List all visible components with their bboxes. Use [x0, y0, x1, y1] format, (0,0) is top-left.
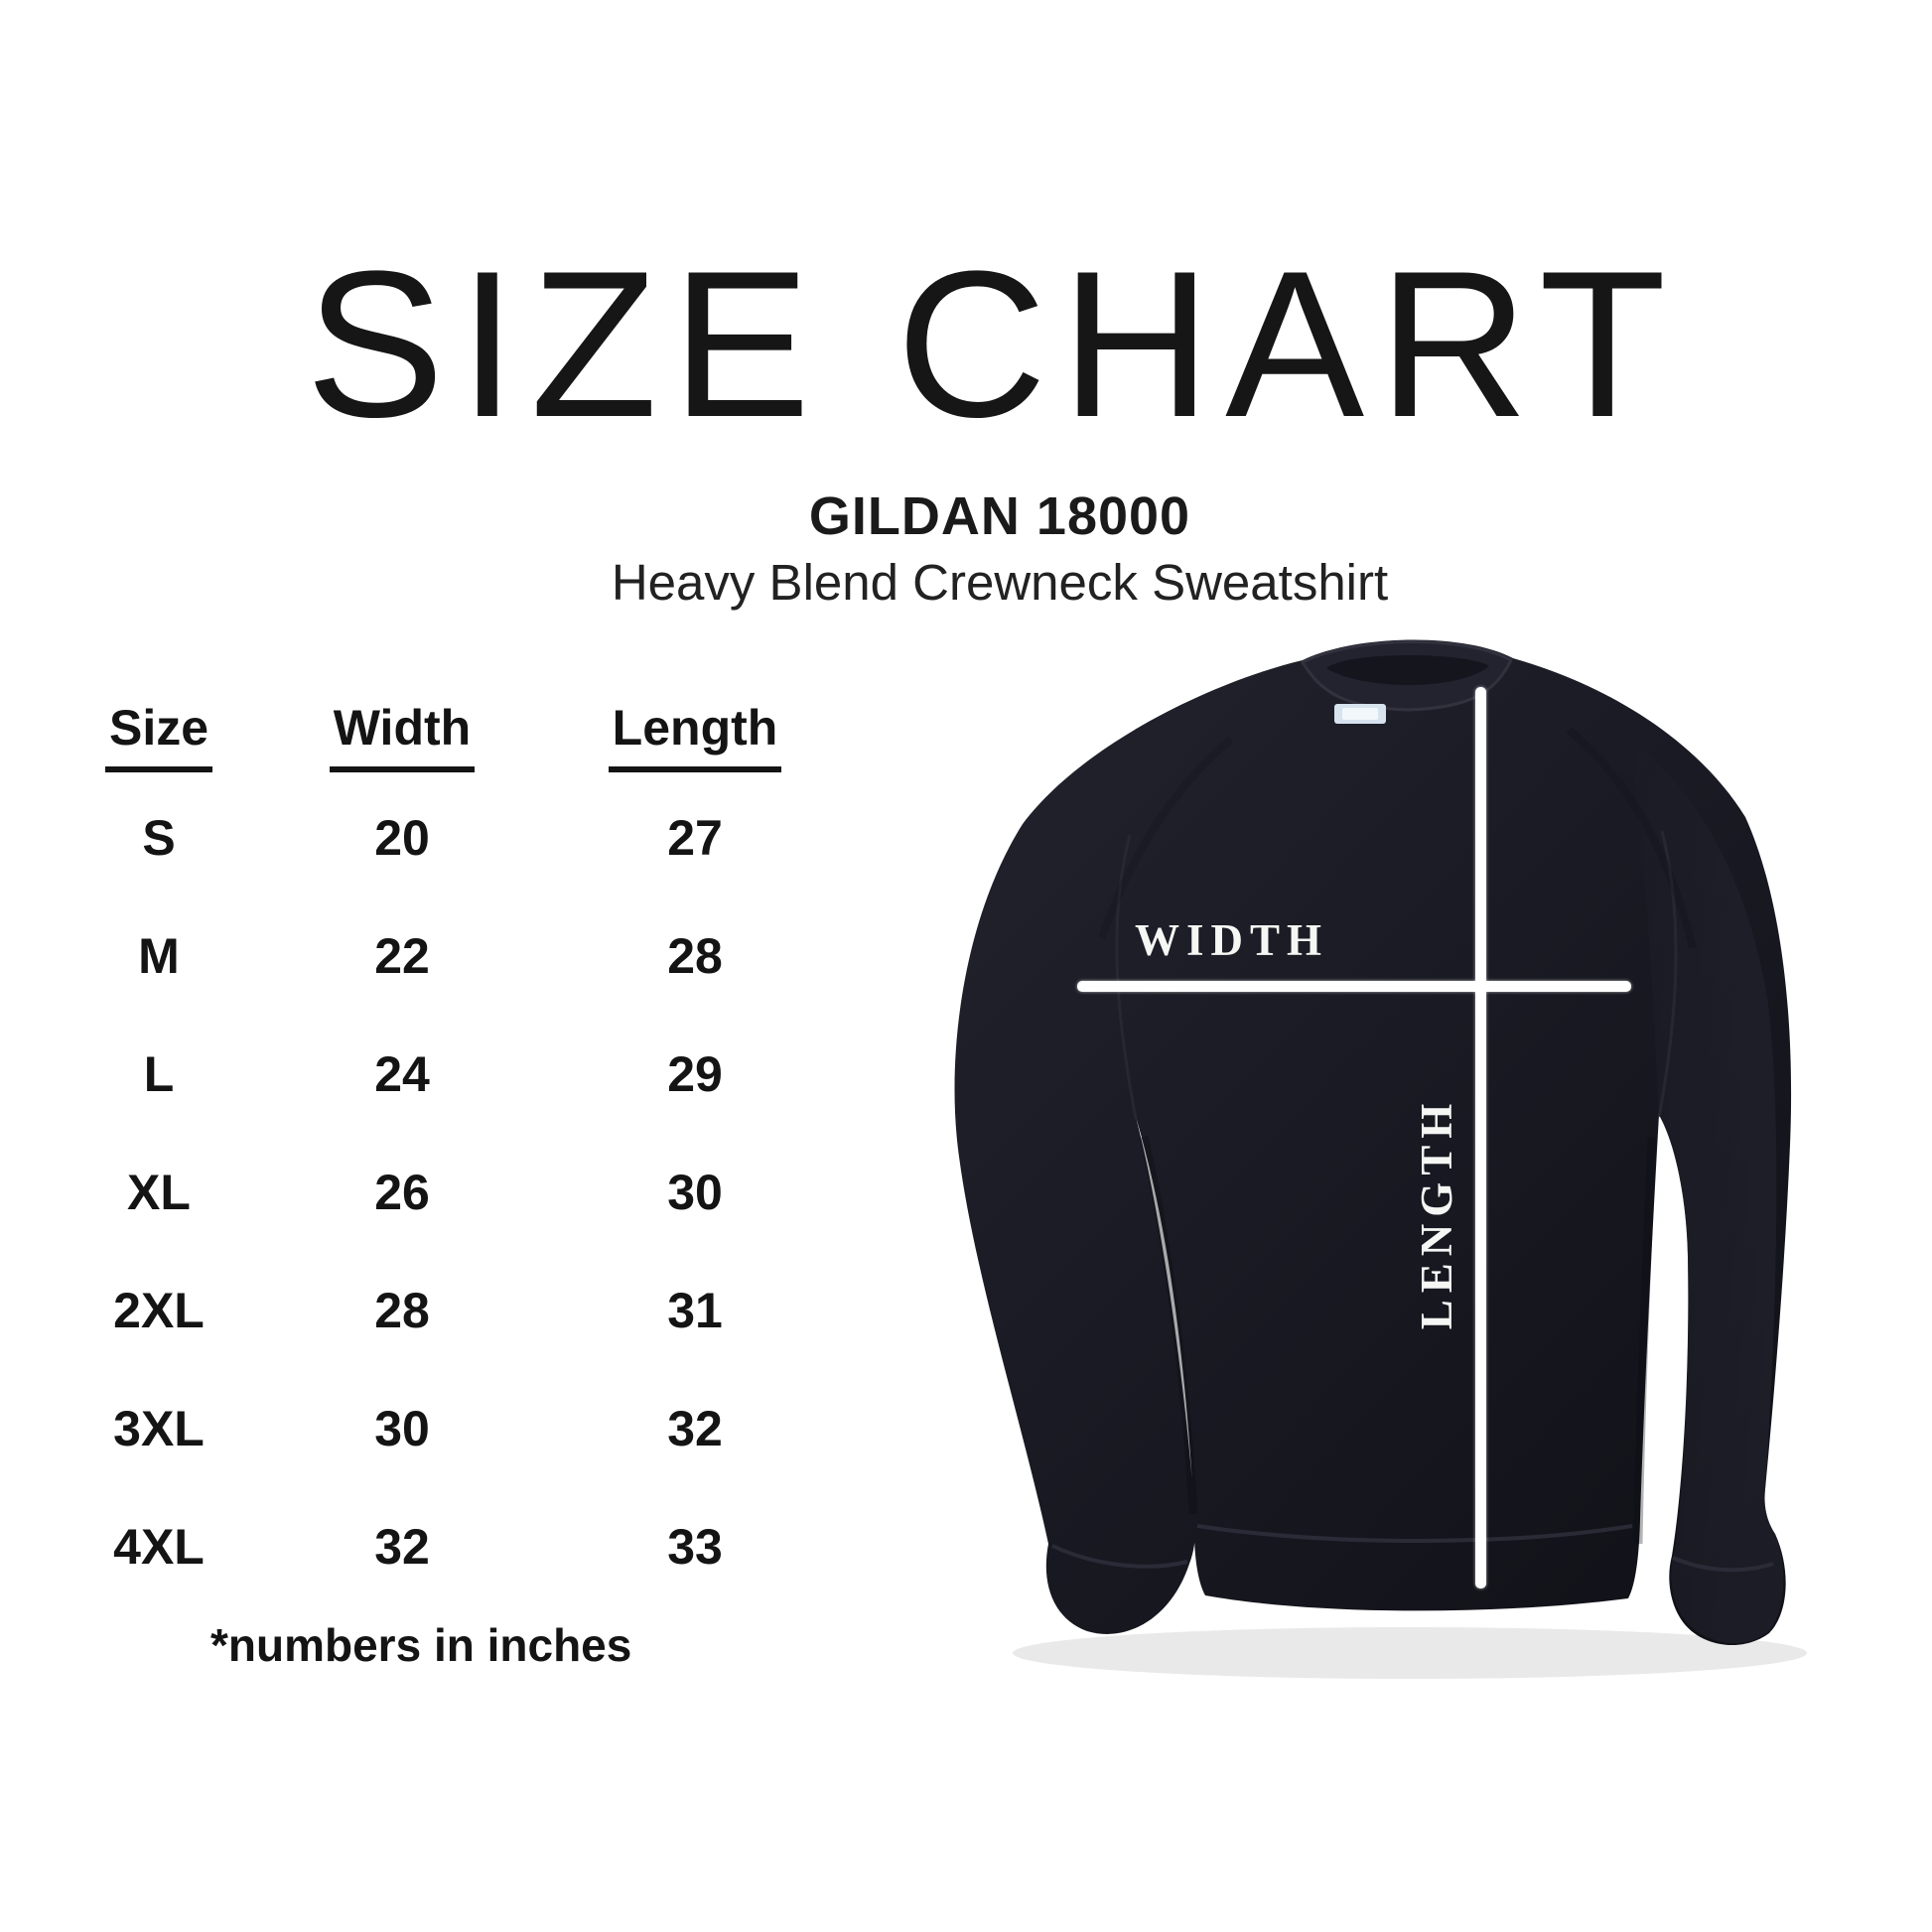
table-cell-size: M: [138, 927, 180, 984]
table-cell-length: 33: [667, 1518, 723, 1575]
table-cell-width: 24: [374, 1045, 430, 1102]
table-cell-size: 2XL: [113, 1282, 205, 1338]
table-cell-length: 27: [667, 809, 723, 866]
size-table: Size Width Length S 20 27 M 22 28 L 24 2…: [60, 693, 844, 1685]
product-description: Heavy Blend Crewneck Sweatshirt: [611, 554, 1389, 611]
width-measure-line: [1077, 981, 1631, 992]
page-title: SIZE CHART: [305, 227, 1681, 461]
neck-tag: [1334, 704, 1386, 724]
table-cell-width: 30: [374, 1400, 430, 1456]
sweatshirt-illustration: [954, 639, 1807, 1679]
length-label: LENGTH: [1412, 1096, 1461, 1330]
product-name: GILDAN 18000: [808, 486, 1191, 546]
table-cell-size: S: [142, 809, 176, 866]
table-cell-size: 4XL: [113, 1518, 205, 1575]
table-cell-width: 22: [374, 927, 430, 984]
table-cell-length: 31: [667, 1282, 723, 1338]
table-cell-width: 20: [374, 809, 430, 866]
column-header-length: Length: [546, 693, 844, 778]
column-header-width: Width: [258, 693, 546, 778]
table-cell-width: 28: [374, 1282, 430, 1338]
table-cell-length: 32: [667, 1400, 723, 1456]
table-cell-width: 26: [374, 1164, 430, 1220]
units-footnote: *numbers in inches: [210, 1619, 632, 1671]
table-cell-width: 32: [374, 1518, 430, 1575]
length-measure-line: [1475, 687, 1486, 1588]
table-cell-size: 3XL: [113, 1400, 205, 1456]
sweatshirt-body: [954, 639, 1792, 1646]
table-cell-length: 29: [667, 1045, 723, 1102]
width-label: WIDTH: [1135, 915, 1329, 965]
column-header-size: Size: [60, 693, 258, 778]
table-cell-length: 30: [667, 1164, 723, 1220]
table-cell-size: L: [143, 1045, 175, 1102]
table-cell-size: XL: [127, 1164, 191, 1220]
sweatshirt-diagram: [933, 616, 1932, 1698]
table-cell-length: 28: [667, 927, 723, 984]
